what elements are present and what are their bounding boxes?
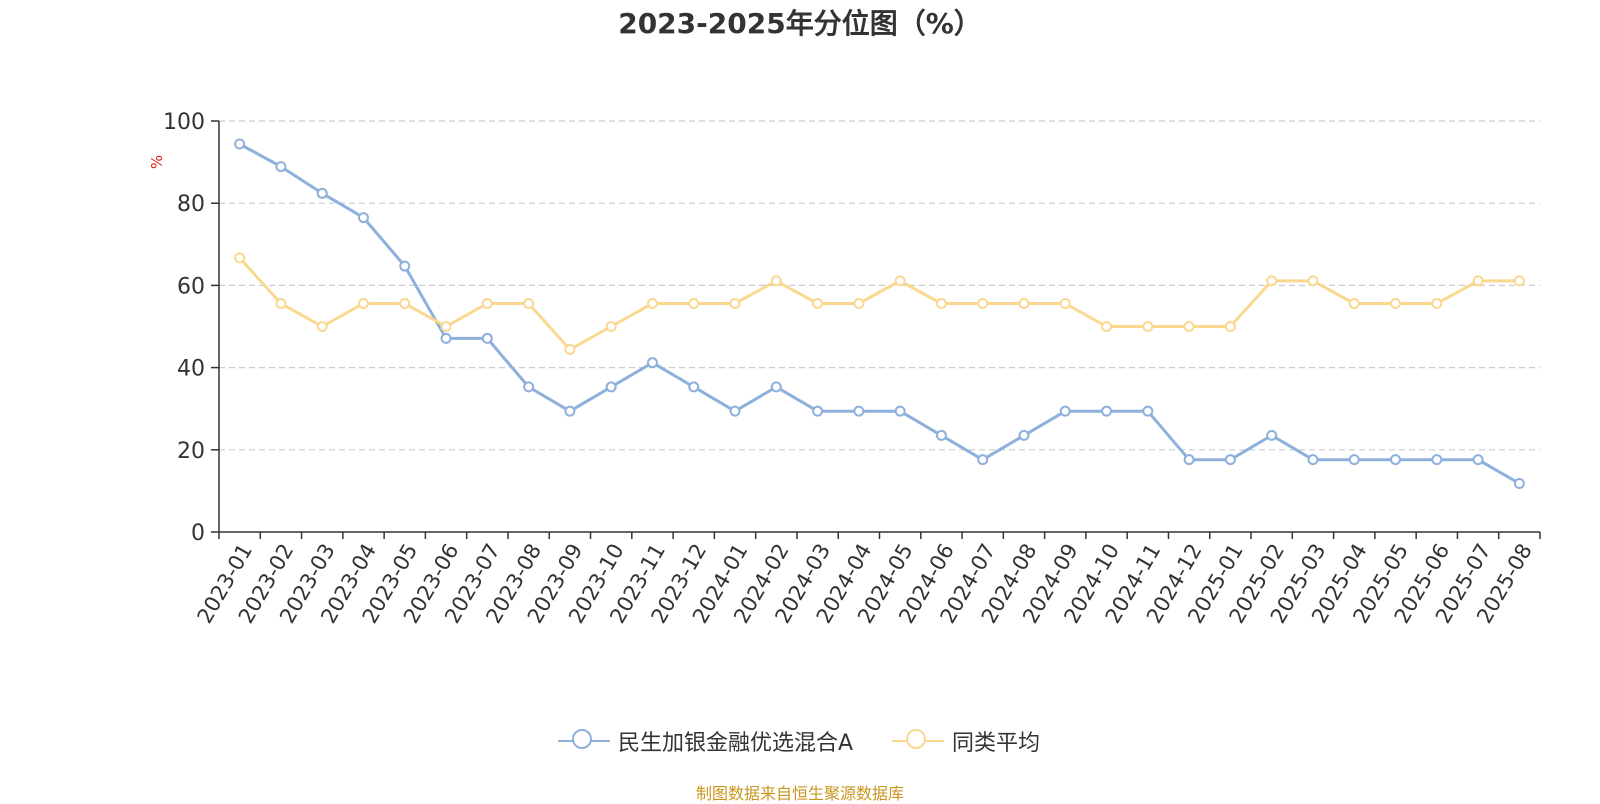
data-point-1 [1266, 429, 1278, 441]
series-line-1 [238, 142, 1521, 485]
data-point-1 [481, 332, 493, 344]
data-point-2 [1142, 321, 1154, 332]
data-point-2 [275, 297, 287, 309]
data-point-2 [1224, 321, 1236, 332]
data-point-1 [1059, 405, 1071, 417]
data-point-2 [1307, 275, 1319, 287]
y-tick-label: 60 [177, 274, 205, 299]
y-tick-label: 80 [177, 192, 205, 217]
legend-item-series-2[interactable]: 同类平均 [892, 726, 1040, 756]
data-point-1 [1513, 478, 1525, 490]
data-point-2 [399, 297, 411, 309]
legend-marker-icon [558, 726, 610, 756]
data-point-2 [1101, 321, 1113, 332]
y-axis-label: % [148, 155, 166, 169]
series-line-2 [238, 256, 1520, 351]
y-tick-label: 100 [163, 110, 205, 135]
data-point-2 [853, 297, 865, 309]
data-point-1 [316, 187, 328, 199]
data-point-2 [894, 275, 906, 287]
data-point-2 [1472, 275, 1484, 287]
data-point-1 [894, 405, 906, 417]
data-point-2 [481, 297, 493, 309]
data-point-1 [605, 381, 617, 393]
data-point-1 [1142, 405, 1154, 417]
data-point-1 [440, 332, 452, 344]
data-point-1 [1348, 454, 1360, 466]
data-point-1 [977, 454, 989, 466]
data-point-2 [935, 297, 947, 309]
data-point-1 [1307, 454, 1319, 466]
data-point-1 [1183, 454, 1195, 466]
data-point-1 [234, 138, 246, 150]
data-point-1 [729, 405, 741, 417]
data-point-2 [316, 321, 328, 332]
data-point-1 [564, 405, 576, 417]
y-tick-label: 40 [177, 357, 205, 382]
data-point-1 [1431, 454, 1443, 466]
data-point-2 [1266, 275, 1278, 287]
data-point-2 [605, 321, 617, 332]
data-point-2 [1183, 321, 1195, 332]
data-point-2 [234, 252, 246, 264]
axis-labels: 020406080100%2023-012023-022023-032023-0… [148, 110, 1537, 627]
data-point-1 [1472, 454, 1484, 466]
data-point-2 [1513, 275, 1525, 287]
data-point-2 [523, 297, 535, 309]
y-tick-label: 20 [177, 439, 205, 464]
legend-label: 民生加银金融优选混合A [618, 731, 854, 756]
data-point-2 [1059, 297, 1071, 309]
data-point-1 [1224, 454, 1236, 466]
series-points [234, 138, 1525, 490]
axes [211, 120, 1541, 539]
data-point-2 [440, 321, 452, 332]
source-note: 制图数据来自恒生聚源数据库 [695, 784, 904, 803]
data-point-1 [523, 381, 535, 393]
data-point-1 [1101, 405, 1113, 417]
data-point-1 [357, 212, 369, 224]
data-point-2 [564, 344, 576, 356]
data-point-2 [688, 297, 700, 309]
data-point-2 [1348, 297, 1360, 309]
legend-label: 同类平均 [952, 731, 1041, 756]
y-tick-label: 0 [191, 521, 205, 546]
data-point-2 [1018, 297, 1030, 309]
data-point-2 [1431, 297, 1443, 309]
data-point-1 [770, 381, 782, 393]
data-point-2 [646, 297, 658, 309]
data-point-1 [646, 357, 658, 369]
data-point-1 [1018, 429, 1030, 441]
data-point-2 [812, 297, 824, 309]
data-point-1 [688, 381, 700, 393]
legend-marker-icon [892, 726, 944, 756]
data-point-1 [399, 260, 411, 272]
data-point-1 [812, 405, 824, 417]
data-point-1 [853, 405, 865, 417]
data-point-2 [357, 297, 369, 309]
legend-item-series-1[interactable]: 民生加银金融优选混合A [558, 726, 853, 756]
data-point-2 [1390, 297, 1402, 309]
data-point-1 [935, 429, 947, 441]
chart-title: 2023-2025年分位图（%） [618, 7, 982, 40]
data-point-1 [1390, 454, 1402, 466]
data-point-1 [275, 161, 287, 173]
data-point-2 [729, 297, 741, 309]
series-lines [238, 142, 1521, 485]
data-point-2 [977, 297, 989, 309]
data-point-2 [770, 275, 782, 287]
